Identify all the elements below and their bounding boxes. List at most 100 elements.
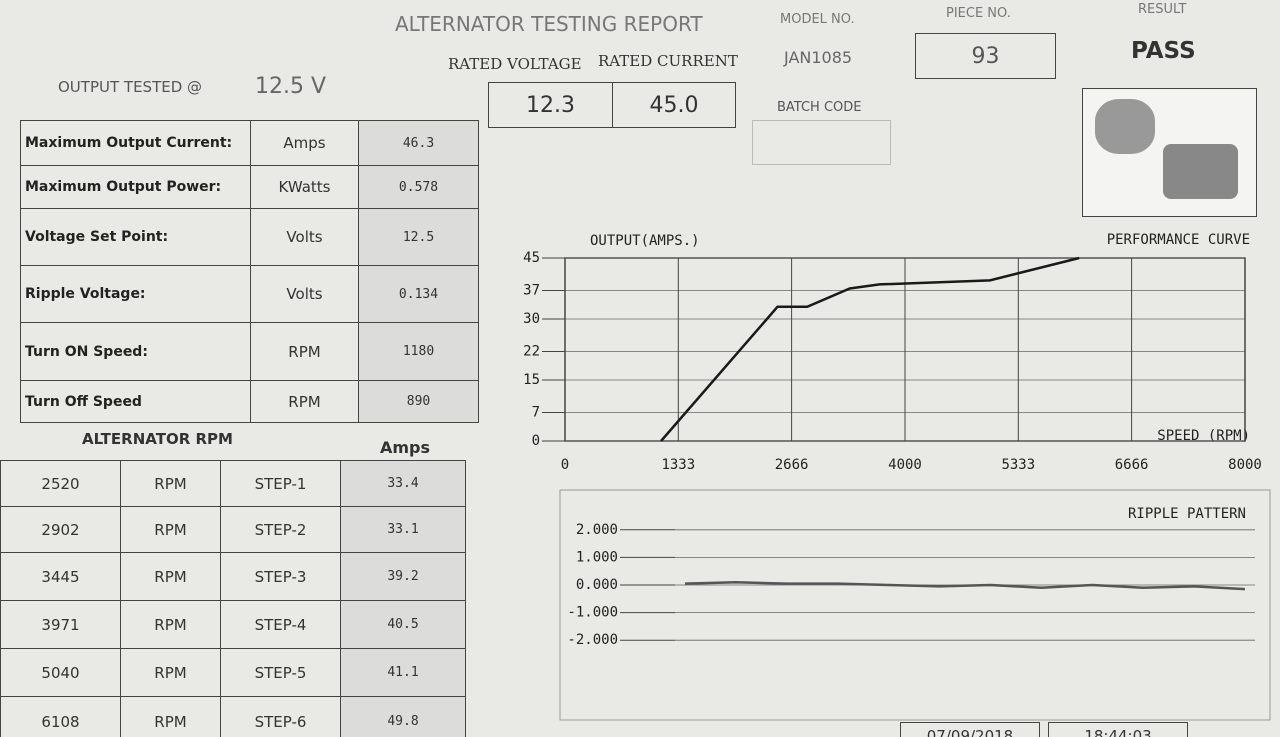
table-cell: 40.5 (340, 600, 466, 649)
table-cell: STEP-5 (220, 648, 341, 697)
y-tick-label: -1.000 (567, 605, 618, 621)
table-cell: Volts (250, 265, 359, 323)
table-cell: 49.8 (340, 696, 466, 737)
table-cell: 33.4 (340, 460, 466, 507)
y-tick-label: 2.000 (576, 522, 618, 538)
photo-part (1095, 99, 1155, 154)
rpm-header: ALTERNATOR RPM (82, 430, 233, 448)
table-cell: 0.134 (358, 265, 479, 323)
data-line (660, 256, 1080, 442)
table-cell: RPM (120, 600, 221, 649)
y-tick-label: 45 (523, 250, 540, 266)
model-no: JAN1085 (784, 48, 853, 67)
table-cell: 39.2 (340, 552, 466, 601)
rated-voltage: 12.3 (488, 82, 613, 128)
x-axis-label: SPEED (RPM) (1157, 428, 1250, 444)
rated-voltage-label: RATED VOLTAGE (448, 55, 582, 73)
table-cell: 890 (358, 380, 479, 423)
x-tick-label: 5333 (1001, 457, 1035, 473)
table-cell: 3971 (0, 600, 121, 649)
table-cell: Volts (250, 208, 359, 266)
model-label: MODEL NO. (780, 12, 855, 27)
output-tested: 12.5 V (255, 74, 327, 99)
table-cell: RPM (250, 380, 359, 423)
y-tick-label: 15 (523, 372, 540, 388)
y-tick-label: 0.000 (576, 577, 618, 593)
amps-header: Amps (380, 438, 431, 457)
table-cell: 3445 (0, 552, 121, 601)
table-row: 3971 RPM STEP-4 40.5 (0, 600, 466, 649)
y-tick-label: 22 (523, 344, 540, 360)
table-row: 6108 RPM STEP-6 49.8 (0, 696, 466, 737)
table-row: Ripple Voltage: Volts 0.134 (20, 265, 479, 323)
table-row: Maximum Output Current: Amps 46.3 (20, 120, 479, 166)
photo-part (1163, 144, 1238, 199)
y-tick-label: 1.000 (576, 549, 618, 565)
table-cell: 41.1 (340, 648, 466, 697)
table-cell: 0.578 (358, 165, 479, 209)
table-row: Voltage Set Point: Volts 12.5 (20, 208, 479, 266)
table-row: 5040 RPM STEP-5 41.1 (0, 648, 466, 697)
table-cell: Voltage Set Point: (20, 208, 251, 266)
date: 07/09/2018 (900, 722, 1040, 737)
table-row: Maximum Output Power: KWatts 0.578 (20, 165, 479, 209)
y-tick-label: 0 (532, 433, 540, 449)
rated-current-label: RATED CURRENT (598, 52, 738, 70)
table-row: 2902 RPM STEP-2 33.1 (0, 506, 466, 553)
table-cell: Ripple Voltage: (20, 265, 251, 323)
y-tick-label: -2.000 (567, 632, 618, 648)
table-cell: 33.1 (340, 506, 466, 553)
ripple-frame (559, 489, 1271, 721)
y-tick-label: 37 (523, 283, 540, 299)
table-cell: RPM (120, 460, 221, 507)
spec-table: Maximum Output Current: Amps 46.3 Maximum O… (20, 120, 479, 423)
y-tick-label: 30 (523, 311, 540, 327)
rated-current: 45.0 (612, 82, 736, 128)
chart-title: RIPPLE PATTERN (1128, 506, 1246, 522)
table-cell: 1180 (358, 322, 479, 381)
table-cell: 46.3 (358, 120, 479, 166)
photo (1082, 88, 1257, 217)
table-cell: Turn Off Speed (20, 380, 251, 423)
y-tick-label: 7 (532, 405, 540, 421)
output-tested-label: OUTPUT TESTED @ (58, 78, 203, 96)
table-row: Turn Off Speed RPM 890 (20, 380, 479, 423)
table-cell: STEP-2 (220, 506, 341, 553)
table-cell: Maximum Output Power: (20, 165, 251, 209)
table-cell: RPM (120, 648, 221, 697)
table-cell: RPM (120, 696, 221, 737)
piece-no: 93 (915, 33, 1056, 79)
table-row: 3445 RPM STEP-3 39.2 (0, 552, 466, 601)
table-row: 2520 RPM STEP-1 33.4 (0, 460, 466, 507)
result: PASS (1131, 38, 1196, 64)
time: 18:44:03 (1048, 722, 1188, 737)
table-cell: 12.5 (358, 208, 479, 266)
piece-label: PIECE NO. (946, 6, 1011, 21)
result-label: RESULT (1138, 2, 1187, 17)
table-cell: 2520 (0, 460, 121, 507)
table-cell: STEP-1 (220, 460, 341, 507)
batch-label: BATCH CODE (777, 100, 862, 115)
title: ALTERNATOR TESTING REPORT (395, 12, 703, 36)
chart-title: PERFORMANCE CURVE (1107, 232, 1250, 248)
table-cell: STEP-3 (220, 552, 341, 601)
table-cell: 5040 (0, 648, 121, 697)
rpm-table: 2520 RPM STEP-1 33.4 2902 RPM STEP-2 33.1 3445 RP… (0, 460, 466, 737)
batch-box (752, 120, 891, 165)
table-cell: RPM (120, 552, 221, 601)
x-tick-label: 8000 (1228, 457, 1262, 473)
table-cell: STEP-6 (220, 696, 341, 737)
x-tick-label: 4000 (888, 457, 922, 473)
x-tick-label: 1333 (661, 457, 695, 473)
x-tick-label: 6666 (1115, 457, 1149, 473)
table-cell: Maximum Output Current: (20, 120, 251, 166)
table-cell: Amps (250, 120, 359, 166)
table-cell: 2902 (0, 506, 121, 553)
table-cell: 6108 (0, 696, 121, 737)
table-cell: RPM (120, 506, 221, 553)
y-axis-label: OUTPUT(AMPS.) (590, 233, 700, 249)
x-tick-label: 0 (561, 457, 569, 473)
data-line (684, 580, 1246, 591)
